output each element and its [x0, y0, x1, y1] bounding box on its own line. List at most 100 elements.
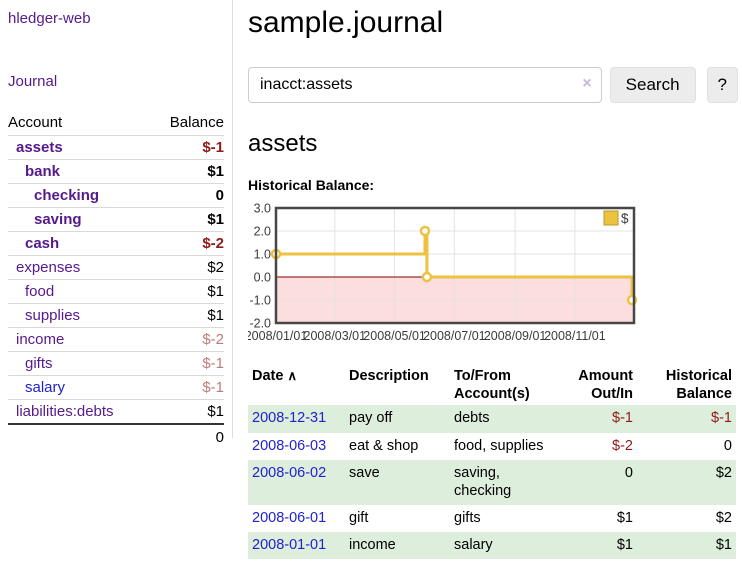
- account-balance: $-1: [202, 379, 224, 396]
- account-balance: $-1: [202, 355, 224, 372]
- transaction-accounts: food, supplies: [454, 437, 544, 454]
- transaction-description: pay off: [349, 410, 393, 427]
- account-link-bank[interactable]: bank: [25, 163, 61, 180]
- transaction-balance: $2: [715, 464, 732, 481]
- account-row: supplies $1: [8, 303, 224, 328]
- page-title: sample.journal: [248, 6, 444, 39]
- transaction-date-link[interactable]: 2008-06-01: [252, 509, 327, 526]
- historical-balance-chart: 3.0 2.0 1.0 0.0 -1.0 -2.0 2008/01/01 2008/03/01…: [245, 202, 738, 349]
- account-balance: $1: [207, 283, 224, 300]
- account-balance: $-1: [202, 139, 224, 156]
- table-row: 2008-06-02 save saving, checking 0 $2: [248, 459, 736, 505]
- account-balance: $2: [207, 259, 224, 276]
- accounts-total-row: 0: [8, 424, 224, 450]
- account-row: liabilities:debts $1: [8, 399, 224, 425]
- svg-text:-1.0: -1.0: [249, 294, 271, 308]
- transaction-date-link[interactable]: 2008-06-02: [252, 464, 327, 481]
- table-row: 2008-06-03 eat & shop food, supplies $-2…: [248, 433, 736, 460]
- account-link-gifts[interactable]: gifts: [25, 355, 53, 372]
- accounts-table: Account Balance assets $-1 bank $1 checkin…: [8, 110, 224, 450]
- chart-title: Historical Balance:: [248, 177, 375, 193]
- transaction-date-link[interactable]: 2008-06-03: [252, 437, 327, 454]
- sidebar-item-journal[interactable]: Journal: [8, 73, 58, 90]
- account-link-cash[interactable]: cash: [25, 235, 60, 252]
- account-balance: 0: [215, 187, 224, 204]
- transaction-description: income: [349, 537, 396, 553]
- account-row: salary $-1: [8, 375, 224, 400]
- sort-ascending-icon: ∧: [287, 368, 297, 383]
- transaction-description: save: [349, 464, 380, 481]
- search-button[interactable]: Search: [609, 67, 696, 103]
- account-link-income[interactable]: income: [16, 331, 65, 348]
- account-link-liabilities-debts[interactable]: liabilities:debts: [16, 403, 114, 420]
- accounts-header-balance: Balance: [169, 114, 224, 131]
- account-link-checking[interactable]: checking: [34, 187, 100, 204]
- account-link-supplies[interactable]: supplies: [25, 307, 81, 324]
- svg-text:2008/11/01: 2008/11/01: [544, 329, 606, 343]
- svg-text:2008/03/01: 2008/03/01: [304, 329, 367, 343]
- transaction-accounts: saving, checking: [454, 464, 512, 499]
- transaction-description: eat & shop: [349, 437, 419, 454]
- register-header-amount: Amount Out/In: [578, 368, 633, 402]
- transaction-amount: $1: [616, 509, 633, 526]
- account-balance: $1: [207, 163, 224, 180]
- transaction-date-link[interactable]: 2008-01-01: [252, 537, 327, 553]
- accounts-header-account: Account: [8, 114, 63, 131]
- register-header-balance: Historical Balance: [665, 368, 732, 402]
- main-content: sample.journal × Search ? assets Histori…: [245, 0, 738, 560]
- account-balance: $1: [207, 307, 224, 324]
- account-link-food[interactable]: food: [25, 283, 55, 300]
- search-input[interactable]: [248, 67, 602, 103]
- svg-text:1.0: 1.0: [254, 248, 271, 262]
- account-link-saving[interactable]: saving: [34, 211, 82, 228]
- svg-text:3.0: 3.0: [254, 202, 271, 216]
- account-row: gifts $-1: [8, 351, 224, 376]
- sidebar: hledger-web Journal Account Balance asse…: [0, 0, 233, 446]
- svg-text:$: $: [621, 211, 629, 226]
- transaction-balance: $2: [715, 509, 732, 526]
- table-row: 2008-12-31 pay off debts $-1 $-1: [248, 405, 736, 433]
- transaction-accounts: gifts: [454, 509, 481, 526]
- svg-text:2.0: 2.0: [254, 225, 271, 239]
- account-row: checking 0: [8, 183, 224, 208]
- account-balance: $-2: [202, 331, 224, 348]
- account-row: cash $-2: [8, 231, 224, 256]
- transaction-date-link[interactable]: 2008-12-31: [252, 410, 327, 427]
- transaction-accounts: salary: [454, 537, 493, 553]
- account-row: income $-2: [8, 327, 224, 352]
- account-link-salary[interactable]: salary: [25, 379, 66, 396]
- account-row: food $1: [8, 279, 224, 304]
- register-header-description: Description: [349, 368, 429, 384]
- account-balance: $1: [207, 211, 224, 228]
- account-row: assets $-1: [8, 135, 224, 160]
- svg-text:0.0: 0.0: [254, 271, 271, 285]
- transaction-amount: $-1: [612, 410, 633, 427]
- svg-text:-2.0: -2.0: [249, 317, 271, 331]
- accounts-total: 0: [215, 429, 224, 446]
- svg-text:2008/07/01: 2008/07/01: [423, 329, 486, 343]
- svg-text:2008/05/01: 2008/05/01: [363, 329, 426, 343]
- table-row: 2008-06-01 gift gifts $1 $2: [248, 505, 736, 532]
- register-table: Date ∧ Description To/From Account(s) Amo…: [248, 366, 736, 560]
- app-title-link[interactable]: hledger-web: [8, 10, 91, 27]
- account-link-expenses[interactable]: expenses: [16, 259, 81, 276]
- register-header-date[interactable]: Date ∧: [252, 368, 297, 384]
- help-button[interactable]: ?: [706, 67, 738, 103]
- svg-text:2008/09/01: 2008/09/01: [484, 329, 547, 343]
- clear-search-icon[interactable]: ×: [582, 75, 592, 92]
- svg-text:2008/01/01: 2008/01/01: [248, 329, 307, 343]
- account-heading: assets: [248, 130, 318, 157]
- account-row: bank $1: [8, 159, 224, 184]
- transaction-amount: 0: [624, 464, 633, 481]
- search-form: × Search ?: [248, 67, 738, 103]
- transaction-description: gift: [349, 509, 369, 526]
- register-header-accounts: To/From Account(s): [454, 368, 530, 402]
- transaction-amount: $1: [616, 537, 633, 553]
- account-row: expenses $2: [8, 255, 224, 280]
- account-balance: $1: [207, 403, 224, 420]
- account-link-assets[interactable]: assets: [16, 139, 63, 156]
- account-row: saving $1: [8, 207, 224, 232]
- transaction-amount: $-2: [612, 437, 633, 454]
- transaction-accounts: debts: [454, 410, 490, 427]
- transaction-balance: $-1: [711, 410, 732, 427]
